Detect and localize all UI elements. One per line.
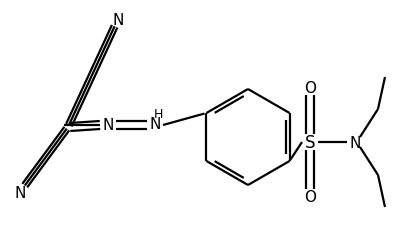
Text: N: N — [149, 116, 161, 131]
Text: O: O — [304, 80, 316, 95]
Text: N: N — [102, 118, 114, 133]
Text: H: H — [153, 107, 163, 120]
Text: N: N — [14, 185, 26, 200]
Text: N: N — [349, 135, 361, 150]
Text: O: O — [304, 190, 316, 205]
Text: S: S — [305, 134, 315, 151]
Text: N: N — [112, 12, 124, 27]
